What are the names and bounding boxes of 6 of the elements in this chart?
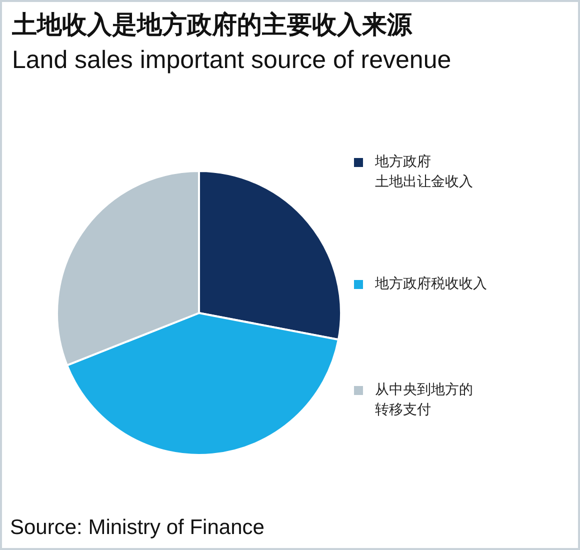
- legend-label: 从中央到地方的转移支付: [375, 381, 473, 420]
- chart-subtitle: Land sales important source of revenue: [12, 46, 452, 75]
- legend-label: 地方政府税收收入: [375, 275, 487, 294]
- legend-label: 地方政府土地出让金收入: [375, 153, 473, 192]
- source-note: Source: Ministry of Finance: [10, 516, 264, 540]
- chart-title: 土地收入是地方政府的主要收入来源: [12, 9, 412, 41]
